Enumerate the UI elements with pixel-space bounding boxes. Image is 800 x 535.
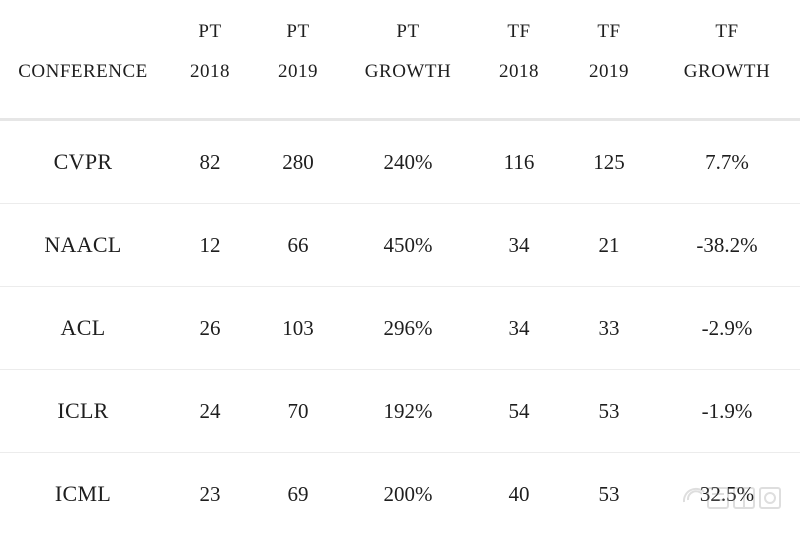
header-line2: 2019 xyxy=(278,61,318,82)
table-row: ACL 26 103 296% 34 33 -2.9% xyxy=(0,287,800,370)
header-pt-growth: PT GROWTH xyxy=(342,0,474,118)
header-tf-2019: TF 2019 xyxy=(564,0,654,118)
conference-name-cell: ACL xyxy=(60,315,106,340)
header-line1: TF xyxy=(597,21,621,42)
conference-name-cell: CVPR xyxy=(53,149,113,174)
tf-growth-cell: 32.5% xyxy=(699,481,755,506)
table-row: CVPR 82 280 240% 116 125 7.7% xyxy=(0,121,800,204)
header-pt-2019: PT 2019 xyxy=(254,0,342,118)
pt-2019-cell: 103 xyxy=(282,315,314,340)
header-line1: PT xyxy=(286,21,310,42)
pt-2019-cell: 66 xyxy=(287,232,309,257)
header-line1: TF xyxy=(507,21,531,42)
table-header-row: CONFERENCE PT 2018 PT 2019 PT GROWTH TF … xyxy=(0,0,800,121)
header-tf-2018: TF 2018 xyxy=(474,0,564,118)
pt-growth-cell: 192% xyxy=(383,398,433,423)
conference-name-cell: ICLR xyxy=(57,398,109,423)
header-conference: CONFERENCE xyxy=(0,0,166,118)
pt-2018-cell: 82 xyxy=(199,149,221,174)
header-line2: GROWTH xyxy=(364,61,452,82)
table-row: ICLR 24 70 192% 54 53 -1.9% xyxy=(0,370,800,453)
pt-2018-cell: 24 xyxy=(199,398,221,423)
header-line2: 2018 xyxy=(499,61,539,82)
tf-2019-cell: 53 xyxy=(598,398,620,423)
table-row: NAACL 12 66 450% 34 21 -38.2% xyxy=(0,204,800,287)
tf-2019-cell: 21 xyxy=(598,232,620,257)
pt-2018-cell: 23 xyxy=(199,481,221,506)
header-line2: CONFERENCE xyxy=(18,61,148,82)
tf-growth-cell: -1.9% xyxy=(701,398,753,423)
pt-2019-cell: 280 xyxy=(282,149,314,174)
header-line1: TF xyxy=(715,21,739,42)
pt-2019-cell: 70 xyxy=(287,398,309,423)
tf-2018-cell: 34 xyxy=(508,315,530,340)
pt-growth-cell: 450% xyxy=(383,232,433,257)
conference-table: CONFERENCE PT 2018 PT 2019 PT GROWTH TF … xyxy=(0,0,800,506)
pt-growth-cell: 296% xyxy=(383,315,433,340)
header-line1: PT xyxy=(396,21,420,42)
tf-2019-cell: 125 xyxy=(593,149,625,174)
tf-2018-cell: 116 xyxy=(503,149,535,174)
conference-name-cell: ICML xyxy=(54,481,112,506)
header-line2: GROWTH xyxy=(683,61,771,82)
tf-2019-cell: 53 xyxy=(598,481,620,506)
pt-2018-cell: 12 xyxy=(199,232,221,257)
header-line2: 2019 xyxy=(589,61,629,82)
header-line2: 2018 xyxy=(190,61,230,82)
pt-growth-cell: 200% xyxy=(383,481,433,506)
pt-2019-cell: 69 xyxy=(287,481,309,506)
table-row: ICML 23 69 200% 40 53 32.5% xyxy=(0,453,800,535)
header-line1: PT xyxy=(198,21,222,42)
pt-2018-cell: 26 xyxy=(199,315,221,340)
tf-2019-cell: 33 xyxy=(598,315,620,340)
pt-growth-cell: 240% xyxy=(383,149,433,174)
tf-growth-cell: -2.9% xyxy=(701,315,753,340)
tf-2018-cell: 34 xyxy=(508,232,530,257)
header-pt-2018: PT 2018 xyxy=(166,0,254,118)
tf-2018-cell: 54 xyxy=(508,398,530,423)
conference-name-cell: NAACL xyxy=(44,232,122,257)
header-tf-growth: TF GROWTH xyxy=(654,0,800,118)
tf-growth-cell: -38.2% xyxy=(696,232,758,257)
watermark-logo-icon xyxy=(682,487,781,509)
tf-2018-cell: 40 xyxy=(508,481,530,506)
tf-growth-cell: 7.7% xyxy=(705,149,749,174)
